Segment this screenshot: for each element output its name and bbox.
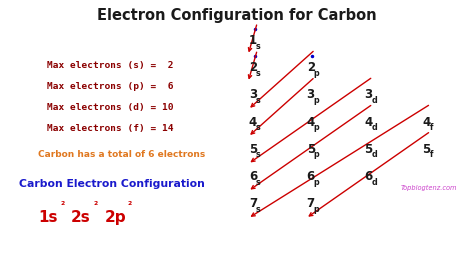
Text: Max electrons (p) =  6: Max electrons (p) = 6 xyxy=(47,82,174,91)
Text: 5: 5 xyxy=(307,143,315,156)
Text: 2s: 2s xyxy=(71,210,91,225)
Text: Carbon Electron Configuration: Carbon Electron Configuration xyxy=(19,179,205,189)
Text: p: p xyxy=(314,205,319,214)
Text: 1: 1 xyxy=(249,34,257,47)
Text: ²: ² xyxy=(127,201,131,211)
Text: 6: 6 xyxy=(365,170,373,183)
Text: 5: 5 xyxy=(249,143,257,156)
Text: d: d xyxy=(372,96,377,105)
Text: p: p xyxy=(314,69,319,78)
Text: 2: 2 xyxy=(307,61,315,74)
Text: 4: 4 xyxy=(422,116,430,129)
Text: p: p xyxy=(314,96,319,105)
Text: 5: 5 xyxy=(365,143,373,156)
Text: Max electrons (f) = 14: Max electrons (f) = 14 xyxy=(47,124,174,133)
Text: 2p: 2p xyxy=(104,210,126,225)
Text: 6: 6 xyxy=(249,170,257,183)
Text: 7: 7 xyxy=(249,197,257,210)
Text: ²: ² xyxy=(61,201,65,211)
Text: 3: 3 xyxy=(365,88,373,102)
Text: Max electrons (d) = 10: Max electrons (d) = 10 xyxy=(47,103,174,112)
Text: p: p xyxy=(314,150,319,160)
Text: Topblogtenz.com: Topblogtenz.com xyxy=(401,185,457,191)
Text: 3: 3 xyxy=(249,88,257,102)
Text: s: s xyxy=(256,150,261,160)
Text: s: s xyxy=(256,205,261,214)
Text: f: f xyxy=(429,150,433,160)
Text: s: s xyxy=(256,42,261,51)
Text: Carbon has a total of 6 electrons: Carbon has a total of 6 electrons xyxy=(38,150,205,159)
Text: 2: 2 xyxy=(249,61,257,74)
Text: d: d xyxy=(372,150,377,160)
Text: d: d xyxy=(372,178,377,187)
Text: 1s: 1s xyxy=(38,210,57,225)
Text: 4: 4 xyxy=(307,116,315,129)
Text: p: p xyxy=(314,178,319,187)
Text: p: p xyxy=(314,123,319,132)
Text: Max electrons (s) =  2: Max electrons (s) = 2 xyxy=(47,61,174,70)
Text: ²: ² xyxy=(94,201,98,211)
Text: 4: 4 xyxy=(365,116,373,129)
Text: s: s xyxy=(256,69,261,78)
Text: s: s xyxy=(256,178,261,187)
Text: 3: 3 xyxy=(307,88,315,102)
Text: Electron Configuration for Carbon: Electron Configuration for Carbon xyxy=(97,8,377,23)
Text: d: d xyxy=(372,123,377,132)
Text: 6: 6 xyxy=(307,170,315,183)
Text: 4: 4 xyxy=(249,116,257,129)
Text: f: f xyxy=(429,123,433,132)
Text: 5: 5 xyxy=(422,143,430,156)
Text: s: s xyxy=(256,96,261,105)
Text: 7: 7 xyxy=(307,197,315,210)
Text: s: s xyxy=(256,123,261,132)
